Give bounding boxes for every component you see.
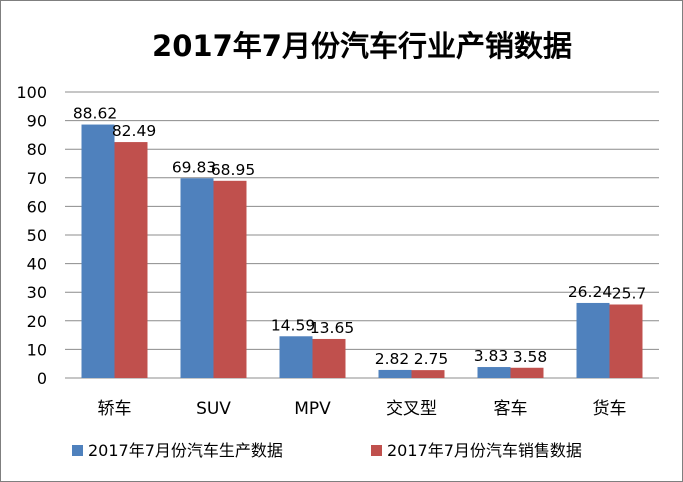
gridlines (65, 91, 659, 379)
y-tick-label: 30 (27, 283, 47, 302)
sales-bar (312, 338, 346, 378)
sales-data-label: 2.75 (414, 350, 449, 368)
bars (81, 124, 643, 378)
production-data-label: 88.62 (73, 105, 117, 123)
production-bar (81, 124, 115, 378)
production-data-label: 69.83 (172, 158, 216, 176)
y-tick-label: 40 (27, 255, 47, 274)
x-category-label: MPV (294, 399, 331, 419)
chart-title: 2017年7月份汽车行业产销数据 (152, 29, 572, 63)
production-bar (180, 178, 214, 378)
legend: 2017年7月份汽车生产数据 2017年7月份汽车销售数据 (72, 441, 582, 460)
production-bar (576, 302, 610, 378)
legend-label: 2017年7月份汽车生产数据 (88, 441, 283, 460)
sales-data-label: 25.7 (612, 284, 647, 302)
y-tick-label: 60 (27, 197, 47, 216)
sales-data-label: 3.58 (513, 348, 548, 366)
legend-swatch (72, 445, 83, 456)
y-tick-label: 90 (27, 112, 47, 131)
sales-bar (510, 367, 544, 378)
sales-bar (609, 304, 643, 378)
y-tick-label: 20 (27, 312, 47, 331)
production-data-label: 26.24 (568, 283, 612, 301)
x-category-label: SUV (196, 399, 231, 419)
y-axis-ticks: 0 10 20 30 40 50 60 70 80 90 100 (16, 83, 47, 388)
x-axis-categories: 轿车 SUV MPV 交叉型 客车 货车 (98, 399, 627, 419)
y-tick-label: 70 (27, 169, 47, 188)
sales-bar (411, 370, 445, 378)
y-tick-label: 50 (27, 226, 47, 245)
x-category-label: 客车 (494, 399, 528, 419)
production-bar (477, 367, 511, 378)
y-tick-label: 80 (27, 140, 47, 159)
x-category-label: 交叉型 (386, 399, 437, 419)
x-category-label: 轿车 (98, 399, 132, 419)
production-data-label: 14.59 (271, 316, 315, 334)
production-data-label: 3.83 (474, 347, 509, 365)
production-bar (378, 369, 412, 378)
sales-bar (213, 180, 247, 378)
sales-bar (114, 142, 148, 378)
sales-data-label: 13.65 (310, 319, 354, 337)
y-tick-label: 0 (37, 369, 47, 388)
x-category-label: 货车 (593, 399, 627, 419)
sales-data-label: 82.49 (112, 122, 156, 140)
legend-swatch (371, 445, 382, 456)
legend-label: 2017年7月份汽车销售数据 (387, 441, 582, 460)
production-bar (279, 336, 313, 378)
y-tick-label: 100 (16, 83, 47, 102)
sales-data-label: 68.95 (211, 161, 255, 179)
y-tick-label: 10 (27, 340, 47, 359)
production-data-label: 2.82 (375, 350, 410, 368)
